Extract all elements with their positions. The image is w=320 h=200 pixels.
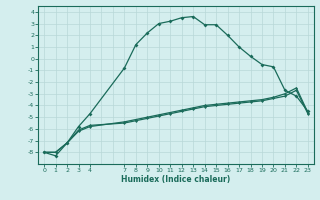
X-axis label: Humidex (Indice chaleur): Humidex (Indice chaleur) — [121, 175, 231, 184]
